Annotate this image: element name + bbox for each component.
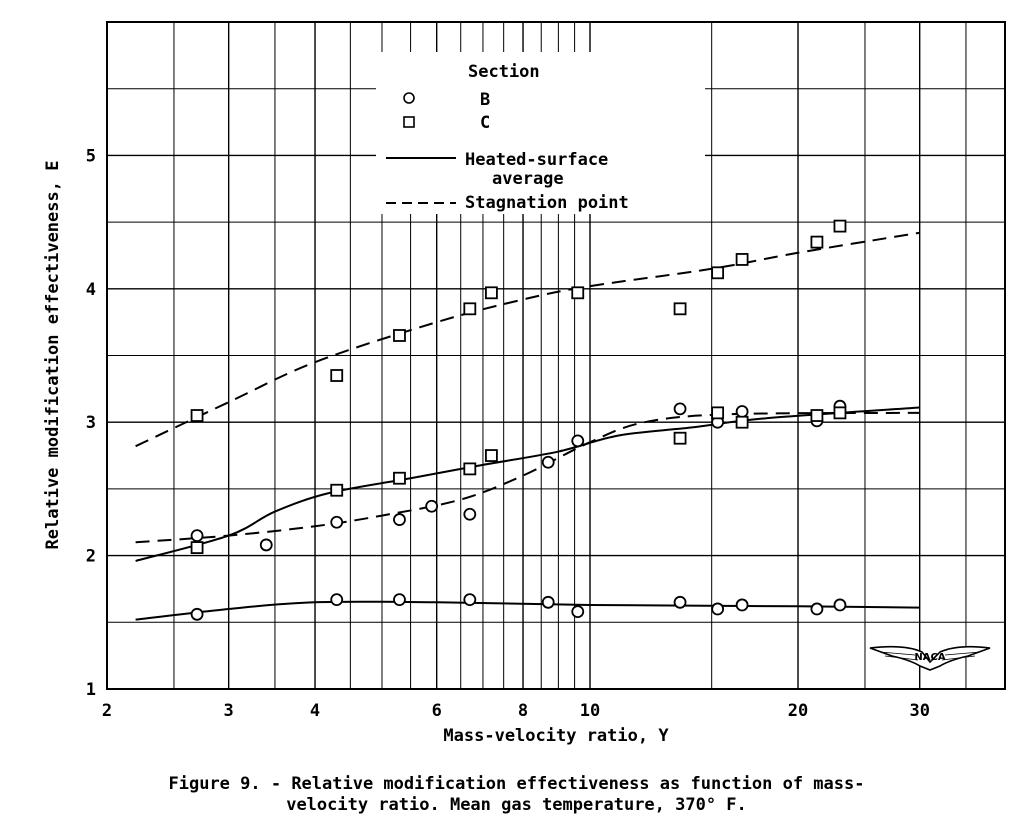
section-b-point <box>190 529 204 542</box>
x-tick-label: 20 <box>788 701 808 721</box>
y-tick-label: 2 <box>86 547 96 567</box>
section-c-point <box>330 483 344 497</box>
section-c-point <box>673 302 687 316</box>
section-b-point <box>541 595 555 609</box>
data-markers <box>190 219 847 621</box>
y-axis-label: Relative modification effectiveness, E <box>43 161 63 550</box>
section-b-point <box>330 593 344 607</box>
section-b-point <box>810 602 824 616</box>
section-c-point <box>833 219 847 233</box>
x-tick-label: 10 <box>580 701 600 721</box>
section-c-point <box>330 369 344 382</box>
x-tick-label: 3 <box>224 701 234 721</box>
section-b-point <box>541 455 555 469</box>
section-b-point <box>259 538 273 552</box>
x-tick-label: 6 <box>432 701 442 721</box>
legend: Section B C Heated-surface average Stagn… <box>376 52 705 214</box>
stagnation-point-curve <box>135 231 920 448</box>
legend-box <box>376 52 705 214</box>
section-c-point <box>571 286 585 300</box>
section-b-point <box>735 405 749 418</box>
section-c-point <box>463 462 477 476</box>
x-tick-label: 4 <box>310 701 320 721</box>
x-tick-label: 30 <box>909 701 929 721</box>
naca-logo: NACA <box>869 645 991 671</box>
section-c-point <box>393 329 406 342</box>
section-b-point <box>673 402 687 416</box>
section-b-point <box>330 515 344 529</box>
section-c-point <box>711 266 725 280</box>
y-tick-label: 5 <box>86 146 96 166</box>
legend-title: Section <box>468 62 540 82</box>
section-b-point <box>833 598 847 612</box>
section-c-point <box>810 409 824 422</box>
legend-entry-b: B <box>480 90 490 110</box>
section-b-point <box>463 507 477 521</box>
section-b-point <box>711 602 725 616</box>
heated-surface-average-curve <box>135 600 920 621</box>
legend-circle-marker <box>403 92 415 104</box>
heated-surface-average-curve <box>135 406 920 562</box>
legend-square-marker <box>403 116 415 128</box>
section-c-point <box>833 406 847 420</box>
section-b-point <box>393 593 406 607</box>
section-c-point <box>485 286 498 300</box>
caption-line-1: Figure 9. - Relative modification effect… <box>168 774 865 794</box>
legend-entry-heated-1: Heated-surface <box>465 150 608 170</box>
fit-lines <box>135 231 920 621</box>
y-tick-label: 4 <box>86 280 96 300</box>
y-tick-label: 3 <box>86 413 96 433</box>
caption-line-2: velocity ratio. Mean gas temperature, 37… <box>286 795 747 815</box>
y-tick-label: 1 <box>86 680 96 700</box>
legend-entry-c: C <box>480 113 490 133</box>
section-c-point <box>190 541 204 554</box>
section-c-point <box>673 431 687 445</box>
section-b-point <box>571 434 585 448</box>
figure-caption: Figure 9. - Relative modification effect… <box>0 774 1033 816</box>
section-c-point <box>463 302 477 316</box>
section-c-point <box>735 415 749 429</box>
legend-entry-stagnation: Stagnation point <box>465 193 629 213</box>
section-b-point <box>425 499 439 513</box>
section-c-point <box>190 409 204 422</box>
section-b-point <box>463 593 477 607</box>
x-tick-label: 8 <box>518 701 528 721</box>
section-b-point <box>571 605 585 619</box>
legend-entry-heated-2: average <box>492 169 564 189</box>
plot-frame <box>106 21 1006 690</box>
section-b-point <box>190 607 204 621</box>
section-c-point <box>711 406 725 420</box>
section-c-point <box>735 253 749 266</box>
section-b-point <box>393 513 406 526</box>
x-tick-label: 2 <box>102 701 112 721</box>
section-c-point <box>393 471 406 485</box>
section-b-point <box>735 598 749 612</box>
section-c-point <box>485 449 498 462</box>
x-axis-label: Mass-velocity ratio, Y <box>443 726 669 746</box>
section-c-point <box>810 235 824 249</box>
section-b-point <box>673 595 687 609</box>
svg-text:NACA: NACA <box>914 652 945 663</box>
